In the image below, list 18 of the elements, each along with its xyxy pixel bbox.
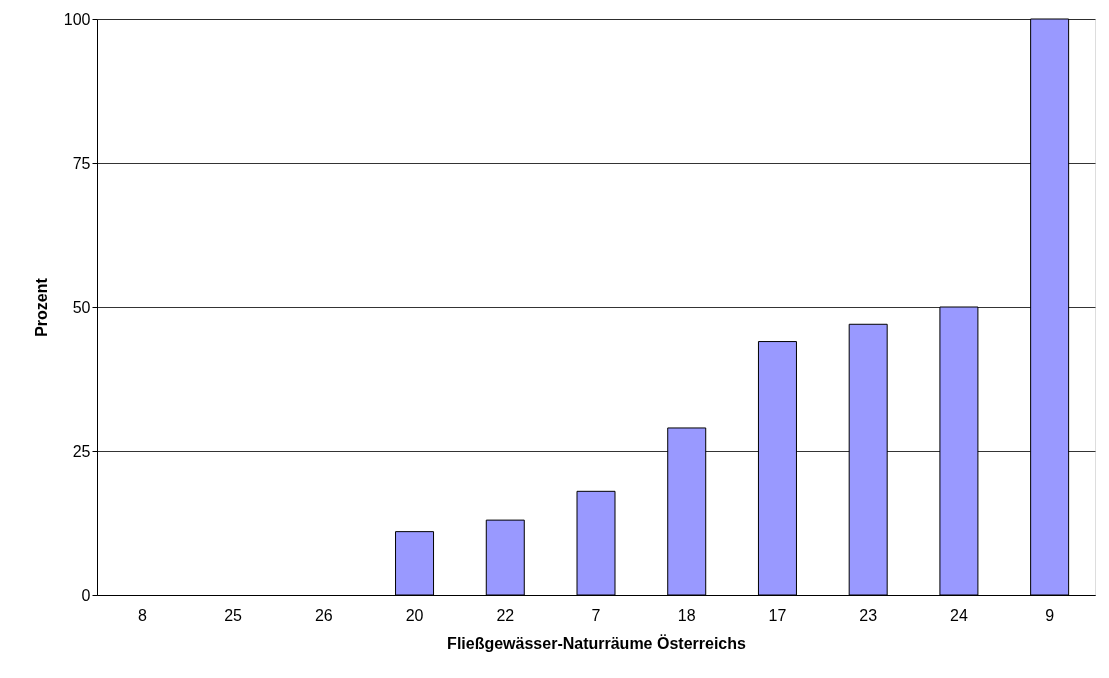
x-tick-label: 9 xyxy=(1045,606,1055,624)
y-tick-label: 50 xyxy=(72,298,91,316)
y-tick-label: 75 xyxy=(72,154,91,172)
y-tick-label: 25 xyxy=(72,442,91,460)
x-tick-label: 24 xyxy=(950,606,968,624)
x-tick-label: 7 xyxy=(591,606,601,624)
x-tick-label: 8 xyxy=(137,606,147,624)
x-axis-title: Fließgewässer-Naturräume Österreichs xyxy=(447,633,746,652)
x-tick-label: 22 xyxy=(496,606,515,624)
x-tick-label: 20 xyxy=(405,606,424,624)
x-tick-label: 26 xyxy=(314,606,333,624)
y-tick-label: 100 xyxy=(63,10,91,28)
y-tick-label: 0 xyxy=(81,586,91,604)
x-tick-label: 17 xyxy=(768,606,787,624)
x-tick-label: 25 xyxy=(224,606,243,624)
x-tick-label: 18 xyxy=(677,606,696,624)
x-tick-label: 23 xyxy=(859,606,878,624)
y-axis-title: Prozent xyxy=(32,277,50,337)
